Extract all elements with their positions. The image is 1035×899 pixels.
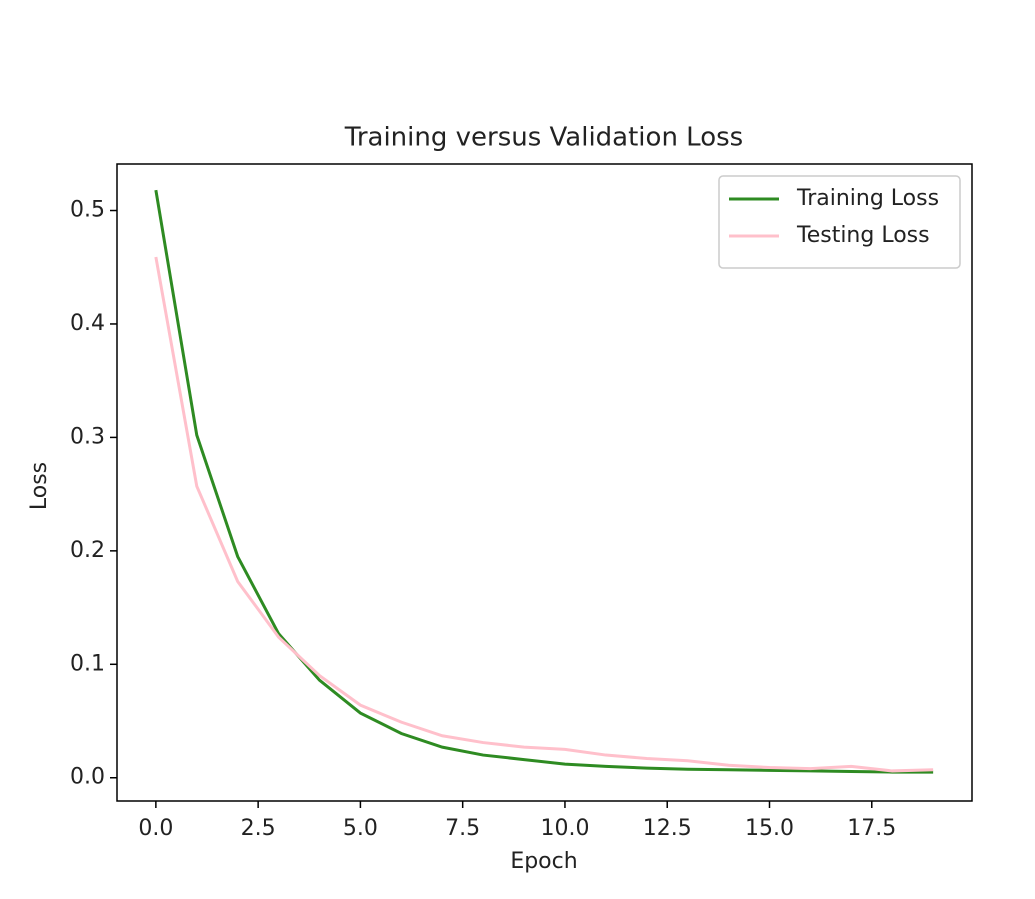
x-tick-label: 17.5 — [847, 816, 896, 841]
y-tick-label: 0.5 — [70, 198, 105, 223]
y-tick-label: 0.0 — [70, 765, 105, 790]
x-tick-label: 10.0 — [540, 816, 589, 841]
legend-label: Training Loss — [796, 186, 939, 211]
legend-box — [718, 175, 961, 269]
x-axis-label: Epoch — [510, 849, 577, 874]
y-tick-label: 0.2 — [70, 538, 105, 563]
x-tick-label: 15.0 — [745, 816, 794, 841]
y-tick-label: 0.3 — [70, 424, 105, 449]
x-tick-label: 5.0 — [343, 816, 378, 841]
x-tick-label: 0.0 — [138, 816, 173, 841]
line-series — [154, 189, 934, 774]
line-series — [154, 256, 934, 773]
y-tick-label: 0.4 — [70, 311, 105, 336]
y-axis-label: Loss — [27, 462, 52, 510]
x-tick-label: 7.5 — [445, 816, 480, 841]
legend-label: Testing Loss — [796, 223, 930, 248]
chart-title: Training versus Validation Loss — [344, 123, 743, 153]
x-tick-label: 12.5 — [643, 816, 692, 841]
x-tick-label: 2.5 — [241, 816, 276, 841]
y-tick-label: 0.1 — [70, 651, 105, 676]
plot-frame — [116, 163, 973, 802]
